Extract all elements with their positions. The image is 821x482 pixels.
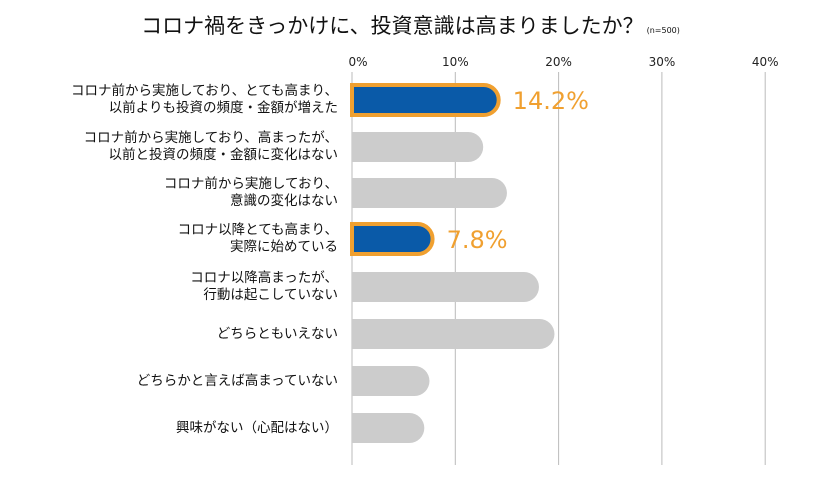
x-tick-label: 10%	[442, 55, 469, 69]
bar-highlighted	[350, 222, 435, 256]
category-label: どちらともいえない	[8, 326, 338, 343]
category-label: コロナ前から実施しており、高まったが、 以前と投資の頻度・金額に変化はない	[8, 130, 338, 164]
category-label-line: コロナ以降とても高まり、	[177, 222, 338, 238]
category-label: 興味がない（心配はない）	[8, 420, 338, 437]
data-label: 14.2%	[513, 87, 589, 115]
category-label-line: コロナ以降高まったが、	[190, 270, 338, 286]
category-label: どちらかと言えば高まっていない	[8, 373, 338, 390]
bar	[352, 366, 430, 396]
category-label: コロナ以降とても高まり、 実際に始めている	[8, 222, 338, 256]
x-tick-label: 30%	[649, 55, 676, 69]
category-label-line: 行動は起こしていない	[203, 287, 338, 303]
category-label-line: コロナ前から実施しており、高まったが、	[83, 130, 338, 146]
category-label-line: コロナ前から実施しており、とても高まり、	[70, 83, 338, 99]
category-label-line: 以前よりも投資の頻度・金額が増えた	[108, 100, 338, 116]
category-label-line: どちらともいえない	[216, 325, 338, 342]
category-label-line: 以前と投資の頻度・金額に変化はない	[108, 147, 339, 163]
bar	[352, 272, 539, 302]
category-label-line: 実際に始めている	[230, 239, 338, 255]
data-label: 7.8%	[447, 226, 508, 254]
category-label-line: どちらかと言えば高まっていない	[136, 372, 338, 389]
bar-highlighted	[350, 83, 501, 117]
category-label: コロナ前から実施しており、とても高まり、 以前よりも投資の頻度・金額が増えた	[8, 83, 338, 117]
category-label: コロナ以降高まったが、 行動は起こしていない	[8, 270, 338, 304]
title-text: コロナ禍をきっかけに、投資意識は高まりましたか？	[141, 14, 644, 38]
chart-title: コロナ禍をきっかけに、投資意識は高まりましたか？ (n=500)	[0, 10, 821, 40]
bar	[352, 178, 507, 208]
bar	[352, 319, 555, 349]
category-label-line: 興味がない（心配はない）	[176, 419, 338, 436]
x-tick-label: 40%	[752, 55, 779, 69]
category-label-line: 意識の変化はない	[230, 193, 338, 209]
category-label: コロナ前から実施しており、 意識の変化はない	[8, 176, 338, 210]
category-label-line: コロナ前から実施しており、	[163, 176, 338, 192]
sample-size: (n=500)	[646, 26, 680, 35]
x-tick-label: 20%	[545, 55, 572, 69]
x-tick-label: 0%	[348, 55, 367, 69]
bar	[352, 132, 484, 162]
bar	[352, 413, 425, 443]
